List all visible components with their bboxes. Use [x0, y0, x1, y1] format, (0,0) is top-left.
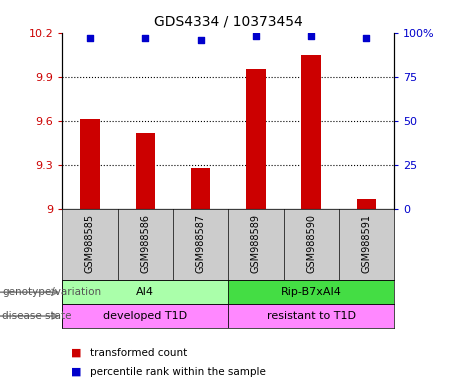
Text: AI4: AI4 [136, 287, 154, 297]
Text: genotype/variation: genotype/variation [2, 287, 101, 297]
Title: GDS4334 / 10373454: GDS4334 / 10373454 [154, 15, 302, 29]
Text: GSM988591: GSM988591 [361, 214, 372, 273]
Text: GSM988587: GSM988587 [195, 214, 206, 273]
Bar [136, 133, 155, 209]
Bar [301, 55, 321, 209]
Bar [191, 168, 210, 209]
Text: disease state: disease state [2, 311, 72, 321]
Bar [62, 280, 228, 304]
Bar [357, 199, 376, 209]
Bar [80, 119, 100, 209]
Point [142, 35, 149, 41]
Bar [228, 304, 394, 328]
Text: ■: ■ [71, 348, 82, 358]
Text: percentile rank within the sample: percentile rank within the sample [90, 367, 266, 377]
Text: GSM988590: GSM988590 [306, 214, 316, 273]
Text: GSM988589: GSM988589 [251, 214, 261, 273]
Bar [62, 304, 228, 328]
Point [252, 33, 260, 39]
Bar [228, 280, 394, 304]
Text: transformed count: transformed count [90, 348, 187, 358]
Text: developed T1D: developed T1D [103, 311, 187, 321]
Text: GSM988586: GSM988586 [140, 214, 150, 273]
Bar [246, 70, 266, 209]
Point [307, 33, 315, 39]
Point [86, 35, 94, 41]
Point [363, 35, 370, 41]
Text: ■: ■ [71, 367, 82, 377]
Text: resistant to T1D: resistant to T1D [266, 311, 356, 321]
Point [197, 36, 204, 43]
Text: GSM988585: GSM988585 [85, 214, 95, 273]
Text: Rip-B7xAI4: Rip-B7xAI4 [281, 287, 342, 297]
